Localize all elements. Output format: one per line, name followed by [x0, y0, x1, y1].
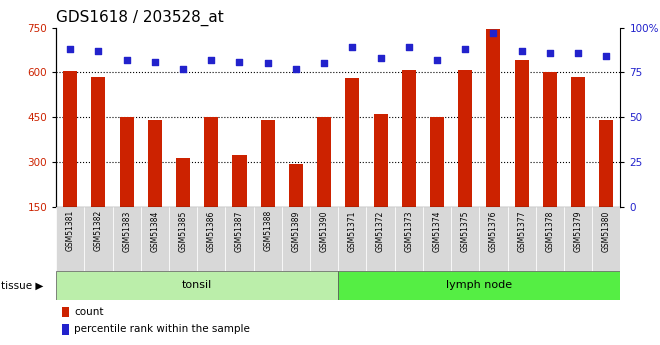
Text: GDS1618 / 203528_at: GDS1618 / 203528_at — [56, 10, 224, 26]
Point — [403, 45, 414, 50]
Point — [234, 59, 245, 65]
Point — [150, 59, 160, 65]
Point — [347, 45, 358, 50]
Point — [263, 61, 273, 66]
Bar — [141, 207, 169, 271]
Bar — [536, 207, 564, 271]
Text: GSM51372: GSM51372 — [376, 210, 385, 252]
Text: GSM51371: GSM51371 — [348, 210, 357, 252]
Bar — [592, 207, 620, 271]
Text: lymph node: lymph node — [446, 280, 512, 290]
Point — [319, 61, 329, 66]
Bar — [543, 72, 557, 207]
Bar — [451, 207, 479, 271]
Text: GSM51387: GSM51387 — [235, 210, 244, 252]
Bar — [112, 207, 141, 271]
Text: GSM51382: GSM51382 — [94, 210, 103, 252]
Point — [376, 55, 386, 61]
Bar — [91, 77, 106, 207]
Point — [544, 50, 555, 56]
Text: tonsil: tonsil — [182, 280, 213, 290]
Bar — [197, 207, 226, 271]
Bar — [402, 70, 416, 207]
Point — [65, 46, 75, 52]
Bar — [56, 271, 338, 300]
Text: GSM51384: GSM51384 — [150, 210, 159, 252]
Bar — [282, 207, 310, 271]
Text: GSM51380: GSM51380 — [602, 210, 611, 252]
Bar — [486, 29, 500, 207]
Point — [516, 48, 527, 54]
Bar — [338, 207, 366, 271]
Bar — [430, 117, 444, 207]
Bar — [176, 158, 190, 207]
Text: GSM51388: GSM51388 — [263, 210, 272, 252]
Bar — [84, 207, 112, 271]
Text: GSM51385: GSM51385 — [179, 210, 187, 252]
Text: GSM51375: GSM51375 — [461, 210, 470, 252]
Bar — [338, 271, 620, 300]
Bar — [310, 207, 338, 271]
Text: GSM51377: GSM51377 — [517, 210, 526, 252]
Point — [432, 57, 442, 63]
Text: GSM51376: GSM51376 — [489, 210, 498, 252]
Text: percentile rank within the sample: percentile rank within the sample — [74, 325, 250, 334]
Bar — [63, 71, 77, 207]
Point — [488, 30, 499, 36]
Point — [121, 57, 132, 63]
Bar — [508, 207, 536, 271]
Bar — [479, 207, 508, 271]
Bar — [345, 78, 360, 207]
Bar — [366, 207, 395, 271]
Text: GSM51390: GSM51390 — [319, 210, 329, 252]
Bar — [515, 60, 529, 207]
Bar — [225, 207, 253, 271]
Text: GSM51374: GSM51374 — [432, 210, 442, 252]
Text: count: count — [74, 307, 104, 317]
Bar — [599, 120, 613, 207]
Bar — [62, 324, 69, 335]
Bar — [395, 207, 423, 271]
Bar — [423, 207, 451, 271]
Bar — [169, 207, 197, 271]
Bar — [232, 155, 247, 207]
Bar — [458, 70, 473, 207]
Text: GSM51383: GSM51383 — [122, 210, 131, 252]
Bar — [564, 207, 592, 271]
Bar — [148, 120, 162, 207]
Bar — [253, 207, 282, 271]
Point — [178, 66, 188, 72]
Point — [290, 66, 301, 72]
Point — [206, 57, 216, 63]
Text: GSM51381: GSM51381 — [66, 210, 75, 252]
Text: GSM51373: GSM51373 — [405, 210, 413, 252]
Bar — [261, 120, 275, 207]
Bar — [62, 307, 69, 317]
Bar — [56, 207, 84, 271]
Text: GSM51389: GSM51389 — [292, 210, 300, 252]
Bar — [317, 117, 331, 207]
Bar — [204, 117, 218, 207]
Bar — [289, 164, 303, 207]
Bar — [571, 77, 585, 207]
Text: GSM51378: GSM51378 — [545, 210, 554, 252]
Text: GSM51386: GSM51386 — [207, 210, 216, 252]
Point — [573, 50, 583, 56]
Bar — [119, 117, 134, 207]
Point — [601, 53, 612, 59]
Text: GSM51379: GSM51379 — [574, 210, 583, 252]
Point — [460, 46, 471, 52]
Point — [93, 48, 104, 54]
Bar — [374, 114, 387, 207]
Text: tissue ▶: tissue ▶ — [1, 280, 44, 290]
